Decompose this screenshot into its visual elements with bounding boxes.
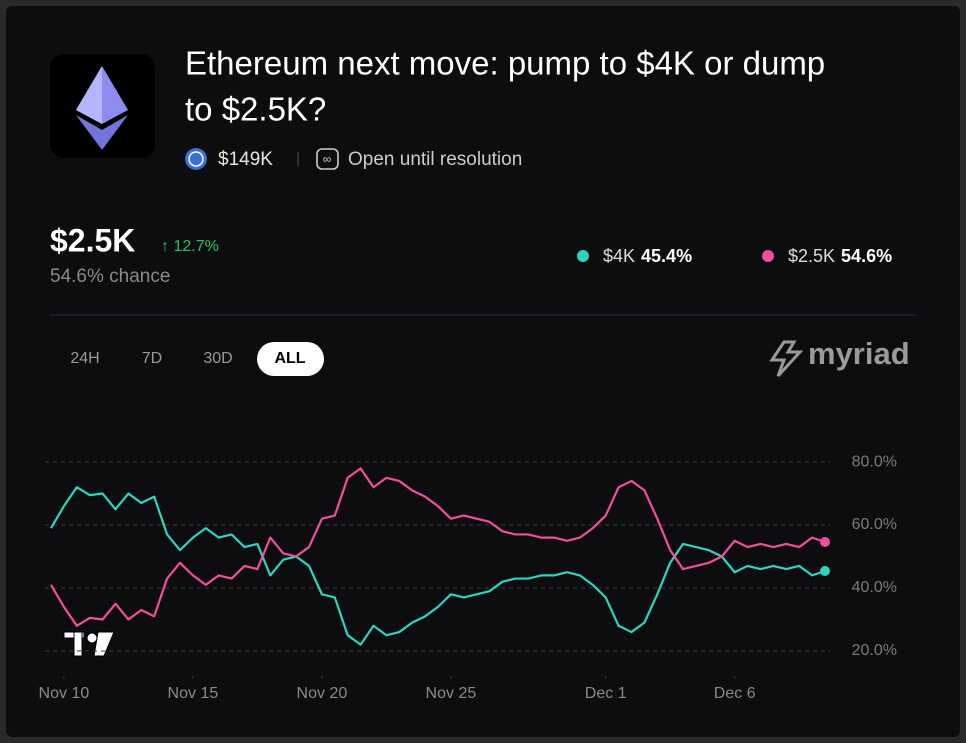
status-icon-glyph: ∞: [323, 152, 332, 166]
tab[interactable]: 7D: [142, 350, 162, 367]
y-tick-label: 20.0%: [852, 642, 897, 659]
volume: $149K: [218, 149, 273, 170]
x-tick-label: Nov 20: [297, 685, 348, 702]
brand: myriad: [808, 336, 910, 371]
y-tick-label: 40.0%: [852, 579, 897, 596]
end-dot: [820, 565, 830, 576]
tv-logo-part: [93, 631, 115, 657]
x-tick-label: Dec 6: [714, 685, 756, 702]
price: $2.5K: [50, 222, 135, 258]
x-tick-label: Nov 10: [39, 685, 90, 702]
title: Ethereum next move: pump to $4K or dump: [185, 45, 825, 82]
legend-value: 45.4%: [641, 246, 692, 266]
coin-icon: [185, 148, 207, 170]
tv-logo: [63, 631, 115, 657]
tab[interactable]: ALL: [274, 350, 305, 367]
eth-top-left: [76, 66, 102, 124]
tab[interactable]: 24H: [70, 350, 99, 367]
eth-bottom: [76, 115, 128, 150]
brand-logo: [769, 340, 804, 378]
card: [6, 6, 960, 737]
tab[interactable]: 30D: [203, 350, 232, 367]
x-tick-label: Nov 15: [168, 685, 219, 702]
title: to $2.5K?: [185, 91, 326, 128]
legend-value: 54.6%: [841, 246, 892, 266]
y-tick-label: 80.0%: [852, 453, 897, 470]
series-line: [50, 486, 826, 646]
end-dot: [820, 537, 830, 548]
x-tick-label: Dec 1: [585, 685, 627, 702]
legend-label: $2.5K: [788, 246, 835, 266]
status: Open until resolution: [348, 149, 522, 170]
tv-logo-part: [86, 632, 98, 644]
series-line: [50, 467, 826, 627]
legend-label: $4K: [603, 246, 635, 266]
status-icon: [316, 148, 339, 170]
coin-ring: [188, 151, 204, 167]
y-tick-label: 60.0%: [852, 516, 897, 533]
chance: 54.6% chance: [50, 266, 170, 287]
change: ↑ 12.7%: [161, 238, 219, 255]
x-tick-label: Nov 25: [426, 685, 477, 702]
tab-active[interactable]: [257, 342, 324, 376]
tv-logo-part: [73, 631, 83, 657]
legend-dot: [577, 250, 589, 262]
legend-dot: [762, 250, 774, 262]
